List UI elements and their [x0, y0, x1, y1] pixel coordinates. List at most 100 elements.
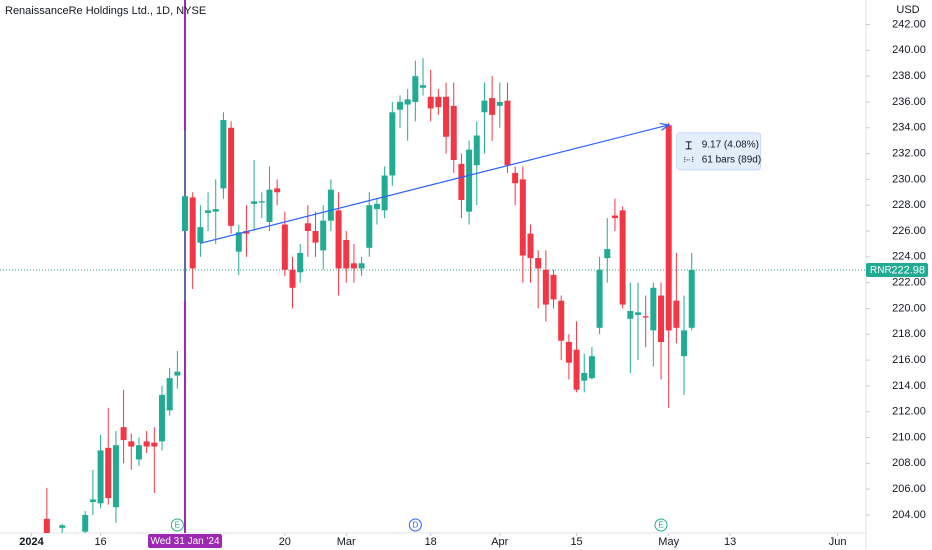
x-tick-label: 15 — [570, 536, 582, 548]
candle-body — [512, 172, 519, 184]
x-tick-label: 2024 — [19, 536, 44, 548]
candle-body — [558, 300, 565, 341]
candle-body — [335, 210, 342, 269]
chart-title: RenaissanceRe Holdings Ltd., 1D, NYSE — [5, 5, 206, 17]
candle-body — [135, 445, 142, 460]
candle-body — [366, 205, 373, 248]
y-tick-label: 228.00 — [892, 199, 926, 211]
plot-area — [0, 0, 866, 533]
candle-body — [235, 232, 242, 252]
candle-body — [128, 441, 135, 447]
candle-body — [174, 371, 181, 376]
measure-box — [676, 132, 762, 171]
event-marker — [408, 518, 422, 532]
x-tick-label: 13 — [724, 536, 736, 548]
candle-body — [504, 100, 511, 166]
candle-body — [642, 316, 649, 318]
event-marker — [170, 518, 184, 532]
candle-body — [581, 372, 588, 381]
trend-arrow — [659, 122, 671, 131]
event-label: D — [412, 521, 418, 530]
candle-body — [573, 349, 580, 390]
y-tick-label: 226.00 — [892, 225, 926, 237]
measure-icon-price — [685, 141, 692, 150]
candle-body — [481, 100, 488, 113]
candle-body — [527, 233, 534, 259]
candle-body — [304, 223, 311, 232]
candle-body — [658, 295, 665, 342]
candle-body — [396, 101, 403, 110]
candle-body — [243, 231, 250, 234]
candle-body — [634, 312, 641, 315]
y-tick-label: 208.00 — [892, 457, 926, 469]
candle-body — [588, 356, 595, 379]
y-tick-label: 230.00 — [892, 173, 926, 185]
currency-label: USD — [896, 4, 919, 16]
candle-body — [289, 269, 296, 288]
y-tick-label: 220.00 — [892, 302, 926, 314]
candle-body — [320, 220, 327, 251]
candle-body — [466, 149, 473, 212]
y-tick-label: 238.00 — [892, 70, 926, 82]
candle-body — [681, 330, 688, 357]
x-tick-label: 18 — [425, 536, 437, 548]
candle-body — [197, 227, 204, 243]
candle-body — [565, 341, 572, 363]
candle-body — [343, 240, 350, 269]
candle-body — [350, 263, 357, 269]
candle-body — [435, 96, 442, 108]
candle-body — [205, 210, 212, 213]
candle-body — [373, 203, 380, 210]
event-label: E — [175, 521, 180, 530]
candle-body — [596, 269, 603, 328]
candle-body — [381, 175, 388, 211]
candle-body — [650, 287, 657, 331]
measure-bars-label: 61 bars (89d) — [702, 155, 761, 166]
candle-body — [251, 201, 258, 204]
candle-body — [327, 189, 334, 221]
candle-body — [358, 263, 365, 269]
y-tick-label: 240.00 — [892, 44, 926, 56]
candle-body — [105, 447, 112, 499]
x-tick-label: Apr — [491, 536, 508, 548]
y-tick-label: 222.00 — [892, 277, 926, 289]
candle-body — [220, 120, 227, 189]
candle-body — [258, 201, 265, 203]
candle-body — [166, 378, 173, 411]
candle-body — [266, 189, 273, 222]
y-tick-label: 206.00 — [892, 483, 926, 495]
event-label: E — [658, 521, 663, 530]
candle-body — [550, 274, 557, 300]
y-tick-label: 236.00 — [892, 96, 926, 108]
last-price-name: RNR — [870, 265, 892, 276]
candle-body — [604, 249, 611, 259]
crosshair-label: Wed 31 Jan '24 — [151, 536, 220, 547]
y-tick-label: 204.00 — [892, 509, 926, 521]
candle-body — [312, 231, 319, 243]
crosshair-label-box — [148, 534, 223, 548]
candle-body — [427, 96, 434, 109]
event-marker — [654, 518, 668, 532]
candle-body — [542, 269, 549, 305]
candle-body — [143, 441, 150, 447]
candle-body — [611, 215, 618, 219]
y-tick-label: 224.00 — [892, 251, 926, 263]
candle-body — [274, 188, 281, 193]
candle-body — [43, 518, 50, 533]
y-tick-label: 214.00 — [892, 380, 926, 392]
candle-body — [489, 98, 496, 115]
last-price-value: 222.98 — [891, 264, 925, 276]
candle-body — [496, 101, 503, 106]
candle-body — [450, 105, 457, 161]
candle-body — [112, 445, 119, 508]
y-tick-label: 234.00 — [892, 122, 926, 134]
candle-body — [228, 127, 235, 226]
y-tick-label: 232.00 — [892, 147, 926, 159]
measure-label: 9.17 (4.08%) — [702, 140, 759, 151]
measure-icon-bars — [684, 156, 694, 163]
candle-body — [89, 499, 96, 503]
candle-body — [519, 179, 526, 256]
y-tick-label: 218.00 — [892, 328, 926, 340]
